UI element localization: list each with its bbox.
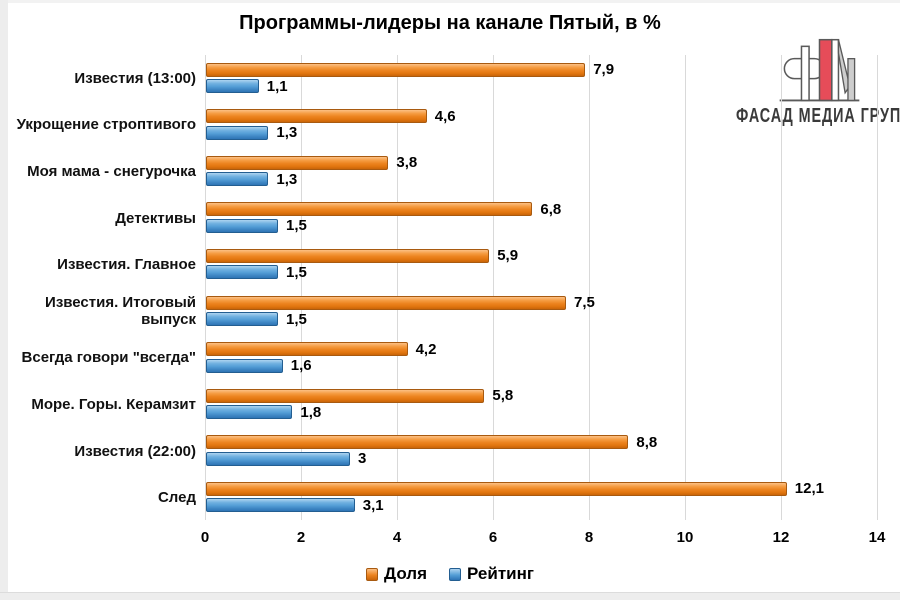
bar-value-label: 3,1	[362, 496, 384, 514]
bar-value-label: 3	[358, 450, 367, 468]
x-axis-tick-label: 14	[868, 529, 886, 546]
page-edge-left	[0, 0, 8, 600]
x-axis-tick-label: 12	[772, 529, 790, 546]
bar-value-label: 1,3	[276, 124, 298, 142]
bar-dolya	[206, 62, 586, 77]
bar-value-label: 8,8	[636, 433, 658, 451]
bar-reyting	[206, 451, 350, 466]
bar-value-label: 1,1	[266, 77, 288, 95]
category-label: Известия (13:00)	[74, 69, 196, 87]
logo-monogram-icon	[779, 38, 860, 102]
category-label: Известия. Итоговый выпуск	[45, 294, 196, 329]
bar-value-label: 7,5	[574, 294, 595, 311]
x-axis-tick-label: 10	[676, 529, 694, 546]
bar-value-label: 4,2	[415, 340, 437, 358]
x-axis-tick-label: 6	[488, 529, 498, 546]
x-axis-tick-label: 4	[392, 529, 402, 546]
bar-dolya	[206, 155, 389, 170]
legend-swatch-icon	[449, 567, 462, 581]
bar-dolya	[206, 295, 566, 310]
category-label: Укрощение строптивого	[16, 116, 196, 134]
company-logo: ФАСАД МЕДИА ГРУПП	[727, 34, 900, 136]
bar-reyting	[206, 125, 269, 140]
legend-item-dolya: Доля	[366, 564, 427, 584]
bar-reyting	[206, 498, 355, 513]
category-label: Море. Горы. Керамзит	[31, 395, 196, 413]
bar-reyting	[206, 405, 293, 420]
gridline-x-10	[685, 55, 686, 520]
x-axis-tick-label: 8	[584, 529, 594, 546]
bar-dolya	[206, 435, 629, 450]
bar-dolya	[206, 109, 427, 124]
bar-reyting	[206, 218, 278, 233]
bar-reyting	[206, 312, 278, 326]
bar-value-label: 6,8	[540, 200, 562, 218]
page-edge-top	[0, 0, 900, 3]
category-label: След	[157, 489, 196, 507]
bar-value-label: 1,6	[290, 357, 312, 375]
gridline-x-6	[493, 55, 494, 520]
bar-value-label: 5,9	[497, 247, 519, 265]
bar-value-label: 5,8	[492, 387, 514, 405]
legend-label: Рейтинг	[467, 564, 534, 583]
bar-value-label: 1,3	[276, 170, 298, 188]
bar-value-label: 7,9	[593, 61, 615, 78]
bar-value-label: 1,8	[300, 403, 322, 421]
gridline-x-12	[781, 55, 782, 520]
category-label: Всегда говори "всегда"	[21, 349, 196, 367]
category-label: Известия. Главное	[57, 256, 196, 274]
gridline-x-14	[877, 55, 878, 520]
bar-value-label: 1,5	[286, 263, 307, 281]
page-edge-bottom	[0, 592, 900, 600]
bar-value-label: 1,5	[286, 310, 307, 328]
bar-value-label: 1,5	[286, 217, 307, 235]
bar-reyting	[206, 172, 269, 187]
bar-value-label: 3,8	[396, 154, 418, 172]
chart-legend: Доля Рейтинг	[0, 561, 900, 587]
bar-dolya	[206, 248, 490, 263]
bar-value-label: 4,6	[434, 107, 456, 125]
logo-text: ФАСАД МЕДИА ГРУПП	[736, 105, 900, 127]
chart-title: Программы-лидеры на канале Пятый, в %	[239, 12, 661, 34]
bar-reyting	[206, 79, 259, 93]
bar-dolya	[206, 342, 408, 357]
legend-item-reyting: Рейтинг	[449, 564, 534, 584]
x-axis-tick-label: 0	[200, 529, 210, 546]
bar-reyting	[206, 265, 278, 280]
legend-label: Доля	[384, 564, 428, 583]
gridline-x-8	[589, 55, 590, 520]
gridline-x-2	[301, 55, 302, 520]
category-label: Моя мама - снегурочка	[27, 162, 196, 180]
category-label: Известия (22:00)	[74, 442, 196, 460]
bar-dolya	[206, 481, 787, 496]
gridline-x-0	[205, 55, 206, 520]
gridline-x-4	[397, 55, 398, 520]
bar-value-label: 12,1	[794, 480, 824, 498]
legend-swatch-icon	[366, 567, 379, 581]
bar-reyting	[206, 358, 283, 373]
bar-dolya	[206, 202, 533, 217]
bar-dolya	[206, 388, 485, 403]
category-label: Детективы	[115, 209, 196, 227]
x-axis-tick-label: 2	[296, 529, 306, 546]
